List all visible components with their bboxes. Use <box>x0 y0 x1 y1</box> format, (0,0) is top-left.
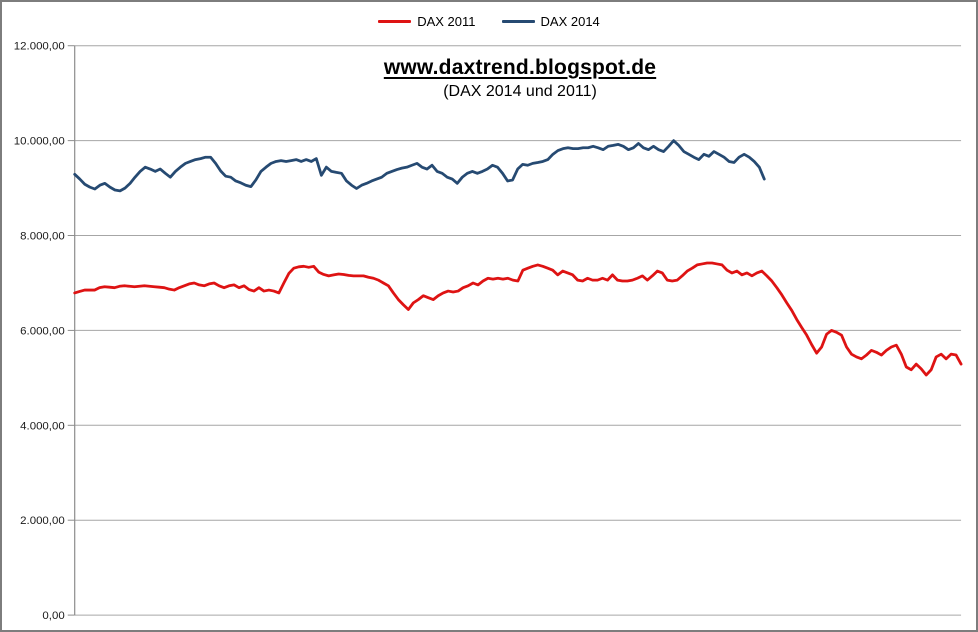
legend-item-dax-2011: DAX 2011 <box>378 13 476 29</box>
legend-label: DAX 2011 <box>417 13 476 29</box>
legend-line-icon <box>501 19 535 23</box>
y-axis-label: 10.000,00 <box>14 136 65 148</box>
chart-legend: DAX 2011 DAX 2014 <box>2 12 976 30</box>
series-line-dax-2014 <box>73 139 766 193</box>
y-axis-label: 8.000,00 <box>20 230 65 242</box>
y-axis-label: 6.000,00 <box>20 325 65 337</box>
y-axis-label: 0,00 <box>42 610 64 622</box>
y-axis-label: 2.000,00 <box>20 515 65 527</box>
y-axis-label: 12.000,00 <box>14 41 65 53</box>
legend-item-dax-2014: DAX 2014 <box>501 13 600 29</box>
series-line-dax-2011 <box>73 261 963 377</box>
legend-label: DAX 2014 <box>540 13 600 29</box>
y-axis-label: 4.000,00 <box>20 420 65 432</box>
legend-line-icon <box>378 19 412 23</box>
